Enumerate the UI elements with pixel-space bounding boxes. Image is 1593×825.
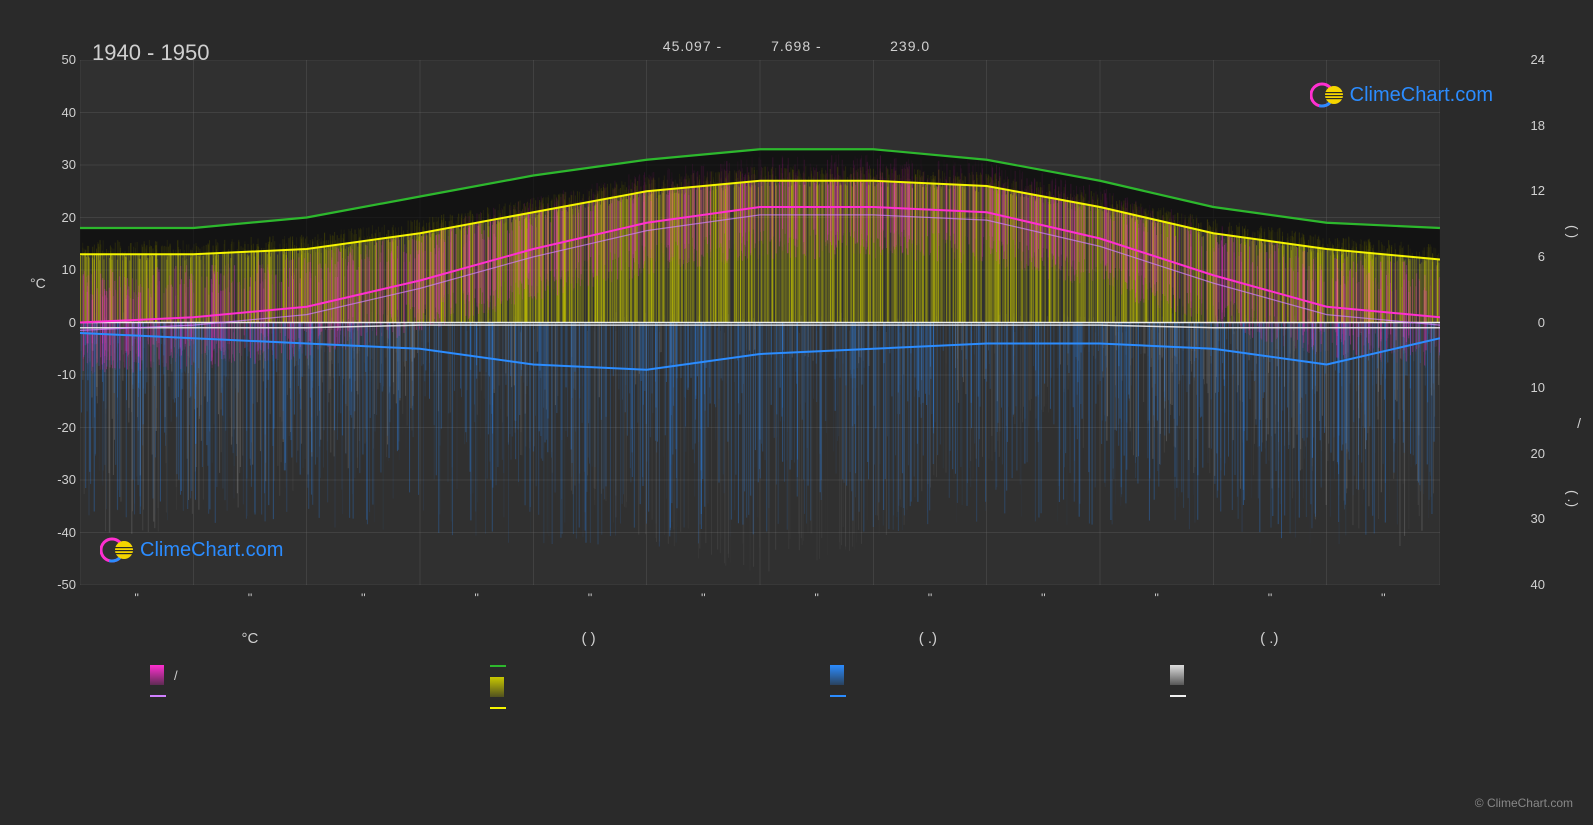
x-tick: '' [588,591,593,605]
swatch-line-icon [490,665,506,667]
legend-header-2: ( ) [581,630,595,647]
legend-item [150,695,176,697]
x-tick: '' [1381,591,1386,605]
y-tick-right-top: 6 [1538,249,1545,264]
legend-col-temp: / [150,665,350,709]
swatch-line-icon [150,695,166,697]
watermark-bottom-left: ClimeChart.com [100,535,283,565]
x-tick: '' [928,591,933,605]
legend-item: / [150,665,178,685]
y-axis-right-label-top: ( ) [1565,225,1581,238]
y-tick-right-bottom: 40 [1531,577,1545,592]
y-tick-left: 50 [48,52,76,67]
legend-item [1170,695,1196,697]
logo-icon [1310,80,1344,110]
swatch-box-icon [1170,665,1184,685]
legend-label: / [174,668,178,683]
x-tick: '' [361,591,366,605]
y-tick-left: -30 [48,472,76,487]
swatch-line-icon [490,707,506,709]
y-tick-left: -40 [48,525,76,540]
legend-item [830,665,854,685]
y-tick-left: -10 [48,367,76,382]
logo-icon [100,535,134,565]
meta-lon: 7.698 - [771,38,822,54]
legend-item [490,677,514,697]
chart-svg [80,60,1440,585]
x-tick: '' [701,591,706,605]
y-tick-right-top: 0 [1538,315,1545,330]
meta-lat: 45.097 - [663,38,722,54]
legend-col-snow [1170,665,1370,709]
x-tick: '' [814,591,819,605]
y-tick-left: 20 [48,210,76,225]
watermark-text: ClimeChart.com [140,539,283,562]
y-tick-left: 10 [48,262,76,277]
y-axis-right-label-bot: ( .) [1565,490,1581,507]
chart-area [80,60,1440,585]
legend-col-sun [490,665,690,709]
x-tick: '' [474,591,479,605]
y-axis-right-label-slash: / [1577,415,1581,431]
legend-col-precip [830,665,1030,709]
legend-header-1: °C [242,630,259,647]
swatch-box-icon [490,677,504,697]
legend-headers: °C ( ) ( .) ( .) [80,630,1440,647]
legend-item [830,695,856,697]
y-tick-right-top: 18 [1531,118,1545,133]
y-tick-right-top: 24 [1531,52,1545,67]
y-tick-left: 30 [48,157,76,172]
y-tick-left: 0 [48,315,76,330]
x-tick: '' [1041,591,1046,605]
swatch-line-icon [830,695,846,697]
meta-alt: 239.0 [890,38,930,54]
y-tick-right-bottom: 30 [1531,511,1545,526]
legend-item [490,707,516,709]
legend-header-4: ( .) [1260,630,1278,647]
swatch-box-icon [150,665,164,685]
legend-swatches: / [80,665,1440,709]
y-tick-left: -20 [48,420,76,435]
watermark-top-right: ClimeChart.com [1310,80,1493,110]
x-tick: '' [134,591,139,605]
copyright: © ClimeChart.com [1475,796,1573,810]
watermark-text: ClimeChart.com [1350,84,1493,107]
legend-header-3: ( .) [919,630,937,647]
legend-item [490,665,516,667]
y-axis-left-label: °C [30,275,46,291]
y-tick-right-bottom: 10 [1531,380,1545,395]
legend-item [1170,665,1194,685]
x-tick: '' [1268,591,1273,605]
x-tick: '' [1154,591,1159,605]
y-tick-right-top: 12 [1531,183,1545,198]
meta-row: 45.097 - 7.698 - 239.0 [0,38,1593,54]
x-tick: '' [248,591,253,605]
swatch-box-icon [830,665,844,685]
y-tick-left: 40 [48,105,76,120]
y-tick-right-bottom: 20 [1531,446,1545,461]
swatch-line-icon [1170,695,1186,697]
y-tick-left: -50 [48,577,76,592]
